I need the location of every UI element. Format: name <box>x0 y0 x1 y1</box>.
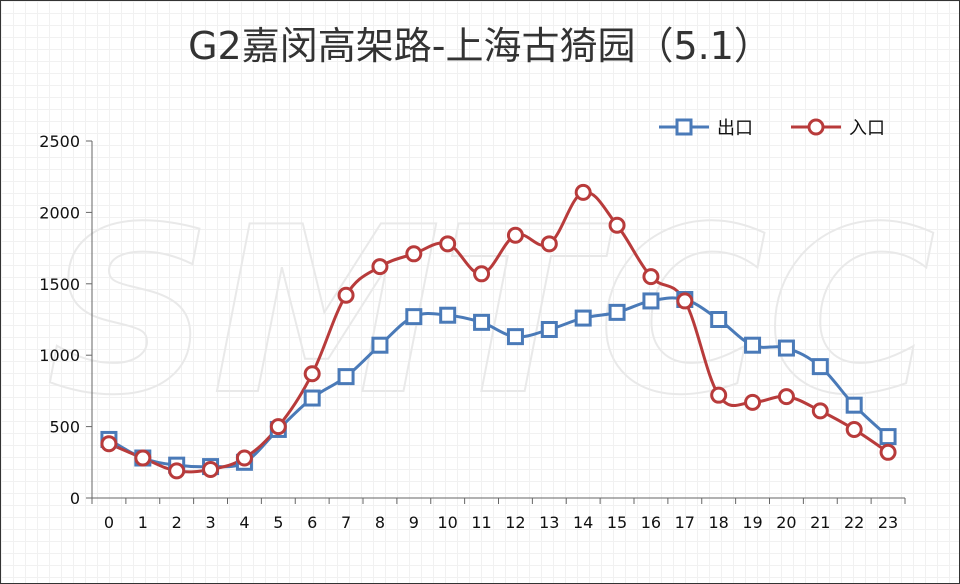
x-tick-label: 14 <box>573 513 593 532</box>
y-tick-label: 2500 <box>39 132 80 151</box>
data-point-series-1 <box>405 245 423 263</box>
data-point-series-1 <box>777 388 795 406</box>
data-point-series-0 <box>777 339 795 357</box>
data-point-series-0 <box>879 428 897 446</box>
data-point-series-1 <box>100 435 118 453</box>
data-point-series-0 <box>405 308 423 326</box>
legend-label-0: 出口 <box>717 118 753 139</box>
data-point-series-1 <box>540 235 558 253</box>
x-tick-label: 9 <box>409 513 419 532</box>
data-point-series-1 <box>202 460 220 478</box>
data-point-series-0 <box>371 336 389 354</box>
data-point-series-1 <box>134 449 152 467</box>
data-point-series-1 <box>168 462 186 480</box>
y-tick-label: 1000 <box>39 346 80 365</box>
data-point-series-0 <box>540 320 558 338</box>
x-tick-label: 22 <box>844 513 864 532</box>
legend-marker-1 <box>807 118 825 136</box>
x-tick-label: 12 <box>505 513 525 532</box>
data-point-series-1 <box>642 268 660 286</box>
data-point-series-1 <box>811 402 829 420</box>
x-tick-label: 2 <box>172 513 182 532</box>
data-point-series-1 <box>676 292 694 310</box>
y-tick-label: 500 <box>49 418 80 437</box>
x-tick-label: 11 <box>471 513 491 532</box>
data-point-series-1 <box>744 393 762 411</box>
data-point-series-1 <box>845 420 863 438</box>
data-point-series-0 <box>642 292 660 310</box>
x-tick-label: 6 <box>307 513 317 532</box>
chart-title: G2嘉闵高架路-上海古猗园（5.1） <box>188 24 772 68</box>
x-tick-label: 0 <box>104 513 114 532</box>
data-point-series-0 <box>608 303 626 321</box>
data-point-series-0 <box>574 309 592 327</box>
legend-label-1: 入口 <box>849 118 885 139</box>
y-tick-label: 2000 <box>39 203 80 222</box>
x-tick-label: 13 <box>539 513 559 532</box>
x-tick-label: 20 <box>776 513 796 532</box>
data-point-series-1 <box>235 449 253 467</box>
data-point-series-0 <box>439 306 457 324</box>
watermark-text: SMTCC <box>46 179 935 446</box>
data-point-series-0 <box>811 358 829 376</box>
data-point-series-1 <box>439 235 457 253</box>
data-point-series-1 <box>506 226 524 244</box>
x-tick-label: 17 <box>675 513 695 532</box>
x-tick-label: 16 <box>641 513 661 532</box>
data-point-series-1 <box>473 265 491 283</box>
data-point-series-1 <box>337 286 355 304</box>
data-point-series-1 <box>574 183 592 201</box>
data-point-series-0 <box>845 396 863 414</box>
x-tick-label: 7 <box>341 513 351 532</box>
data-point-series-1 <box>879 443 897 461</box>
x-tick-label: 1 <box>138 513 148 532</box>
data-point-series-1 <box>608 216 626 234</box>
x-tick-label: 23 <box>878 513 898 532</box>
x-tick-label: 19 <box>742 513 762 532</box>
y-tick-label: 1500 <box>39 275 80 294</box>
y-tick-label: 0 <box>70 489 80 508</box>
x-tick-label: 4 <box>239 513 249 532</box>
data-point-series-0 <box>506 328 524 346</box>
x-tick-label: 3 <box>205 513 215 532</box>
data-point-series-0 <box>337 368 355 386</box>
data-point-series-0 <box>710 311 728 328</box>
x-tick-label: 10 <box>438 513 458 532</box>
x-tick-label: 5 <box>273 513 283 532</box>
data-point-series-1 <box>710 386 728 404</box>
data-point-series-0 <box>303 389 321 407</box>
data-point-series-1 <box>303 365 321 383</box>
data-point-series-1 <box>269 418 287 436</box>
data-point-series-1 <box>371 258 389 276</box>
x-tick-label: 18 <box>709 513 729 532</box>
data-point-series-0 <box>473 313 491 331</box>
data-point-series-0 <box>744 336 762 354</box>
x-tick-label: 15 <box>607 513 627 532</box>
legend-marker-0 <box>675 118 693 136</box>
x-tick-label: 8 <box>375 513 385 532</box>
x-tick-label: 21 <box>810 513 830 532</box>
